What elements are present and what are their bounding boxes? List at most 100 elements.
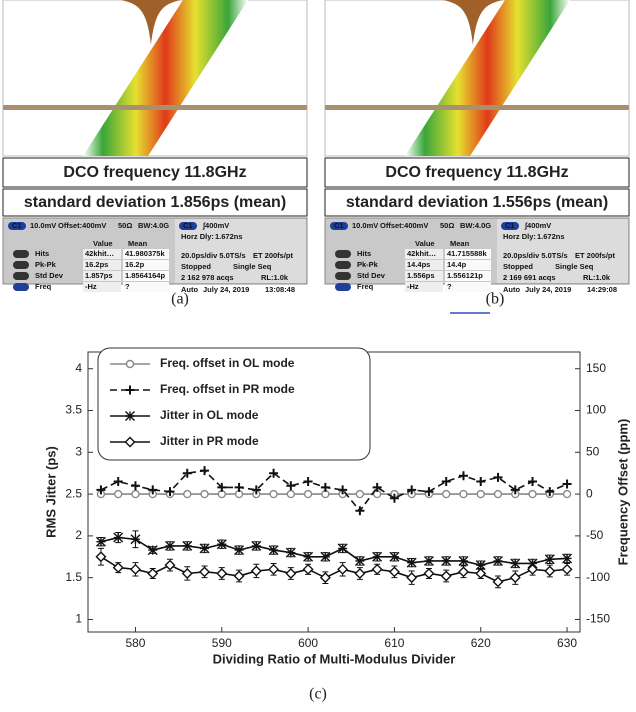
row-value: 42khit…: [407, 249, 436, 258]
y2-tick-label: -50: [586, 528, 604, 542]
marker: [440, 570, 452, 582]
marker: [130, 481, 140, 491]
y2-axis-label: Frequency Offset (ppm): [615, 419, 630, 566]
mean-cell: [445, 260, 491, 270]
y2-tick-label: 100: [586, 403, 606, 417]
marker: [251, 540, 262, 551]
marker: [320, 551, 331, 562]
row-chip: [335, 283, 351, 291]
marker: [183, 489, 192, 499]
mean-cell: [445, 282, 491, 292]
marker: [130, 534, 141, 545]
marker: [423, 555, 434, 566]
legend-box: [97, 347, 371, 461]
row-name: Std Dev: [357, 271, 386, 280]
chip-label: C1: [183, 221, 193, 230]
marker: [476, 477, 486, 487]
marker: [406, 557, 417, 568]
marker: [562, 489, 572, 499]
marker: [286, 481, 296, 491]
marker: [510, 558, 521, 569]
marker: [268, 563, 280, 575]
mean-cell: [445, 249, 491, 259]
marker: [354, 568, 366, 579]
label-box: [324, 157, 630, 188]
scale: 10.0mV: [30, 221, 56, 230]
auto: Auto: [181, 285, 198, 294]
readout-right: [497, 219, 628, 283]
mean-cell: [123, 249, 169, 259]
offset: Offset:400mV: [58, 221, 106, 230]
cursor-line: [325, 105, 629, 110]
marker: [527, 563, 539, 575]
marker: [182, 468, 192, 478]
row-value: 14.4ps: [407, 260, 430, 269]
marker: [129, 563, 141, 575]
date: July 24, 2019: [203, 285, 249, 294]
marker: [337, 563, 349, 575]
row-name: Pk-Pk: [357, 260, 379, 269]
y-tick-label: 4: [75, 361, 82, 375]
y2-tick-label: 50: [586, 444, 600, 458]
caption: (b): [486, 291, 505, 308]
channel-chip: [8, 222, 26, 230]
time: 14:29:08: [587, 285, 617, 294]
col-header: Value: [93, 239, 113, 248]
label-box: [324, 188, 630, 217]
row-mean: 41.980375k: [125, 249, 165, 258]
marker: [251, 485, 261, 495]
marker: [165, 487, 175, 497]
marker: [250, 565, 262, 577]
col-header: Value: [415, 239, 435, 248]
marker: [285, 568, 297, 579]
marker: [406, 572, 418, 584]
mean-cell: [123, 260, 169, 270]
marker: [389, 551, 400, 562]
x-tick-label: 630: [557, 636, 577, 650]
value-cell: [405, 260, 443, 270]
marker: [459, 489, 468, 499]
marker: [372, 482, 382, 492]
row-value: -Hz: [85, 282, 97, 291]
marker: [233, 570, 245, 582]
marker: [182, 540, 193, 551]
y-axis-label: RMS Jitter (ps): [43, 446, 58, 538]
scope-panel: DCO frequency 11.8GHz standard deviation …: [2, 0, 308, 308]
row-name: Std Dev: [35, 271, 64, 280]
legend-label: Jitter in PR mode: [160, 434, 259, 448]
value-cell: [83, 282, 121, 292]
marker: [319, 572, 331, 584]
y2-tick-label: -100: [586, 570, 610, 584]
caption: (a): [171, 291, 189, 308]
row-chip: [335, 250, 351, 258]
label-box: [2, 188, 308, 217]
rl: RL:1.0k: [583, 273, 611, 282]
marker: [475, 560, 486, 571]
marker: [562, 553, 573, 564]
marker: [303, 489, 313, 499]
marker: [199, 543, 210, 554]
marker: [114, 489, 123, 499]
series-line: [100, 536, 568, 566]
marker: [544, 554, 555, 565]
marker: [389, 493, 399, 503]
row-name: Freq: [35, 282, 52, 291]
impedance: 50Ω: [440, 221, 454, 230]
col-header: Mean: [450, 239, 470, 248]
row-name: Hits: [357, 249, 371, 258]
row-mean: ?: [125, 282, 130, 291]
row-value: 42khit…: [85, 249, 114, 258]
marker: [528, 477, 538, 487]
row-mean: 16.2p: [125, 260, 145, 269]
marker: [165, 540, 175, 551]
marker: [492, 576, 504, 588]
marker: [372, 551, 383, 562]
label-text: DCO frequency 11.8GHz: [63, 164, 246, 181]
label-text: standard deviation 1.556ps (mean): [346, 194, 608, 211]
offset: Offset:400mV: [380, 221, 428, 230]
marker: [337, 543, 348, 554]
marker: [217, 482, 227, 492]
timebase: 20.0ps/div 5.0TS/s: [503, 251, 568, 260]
y-tick-label: 3: [75, 444, 82, 458]
